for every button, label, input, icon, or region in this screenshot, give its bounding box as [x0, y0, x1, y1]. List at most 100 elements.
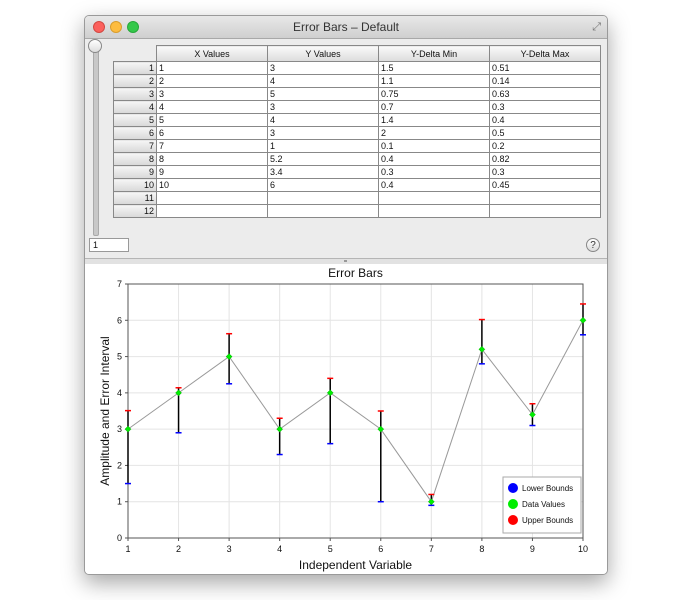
x-axis-label: Independent Variable [299, 558, 413, 572]
table-cell[interactable] [378, 191, 490, 205]
table-cell[interactable] [378, 204, 490, 218]
table-cell[interactable] [156, 204, 268, 218]
table-cell[interactable] [156, 191, 268, 205]
minimize-button[interactable] [110, 21, 122, 33]
table-cell[interactable]: 1.1 [378, 74, 490, 88]
legend-label: Upper Bounds [522, 516, 573, 525]
table-row: 12 [113, 204, 601, 218]
table-cell[interactable]: 2 [156, 74, 268, 88]
table-cell[interactable]: 1.5 [378, 61, 490, 75]
table-cell[interactable]: 0.5 [489, 126, 601, 140]
x-tick-label: 5 [328, 544, 333, 554]
table-cell[interactable]: 3 [267, 61, 379, 75]
row-header[interactable]: 10 [113, 178, 157, 192]
table-cell[interactable]: 0.2 [489, 139, 601, 153]
y-tick-label: 0 [117, 533, 122, 543]
column-header[interactable]: Y-Delta Min [378, 45, 490, 62]
data-line [127, 320, 584, 503]
table-cell[interactable]: 0.51 [489, 61, 601, 75]
table-row: 3 3 5 0.75 0.63 [113, 87, 601, 101]
y-tick-label: 5 [117, 352, 122, 362]
x-tick-label: 4 [277, 544, 282, 554]
table-cell[interactable]: 4 [267, 74, 379, 88]
table-cell[interactable]: 0.75 [378, 87, 490, 101]
plot-panel: 1 2 3 4 5 6 7 8 9 10 0 1 2 3 4 5 6 7 Error Bars Independent… [85, 264, 607, 574]
row-header[interactable]: 1 [113, 61, 157, 75]
table-cell[interactable]: 4 [156, 100, 268, 114]
table-cell[interactable]: 0.1 [378, 139, 490, 153]
legend-marker [508, 515, 518, 525]
row-header[interactable]: 11 [113, 191, 157, 205]
table-cell[interactable]: 0.45 [489, 178, 601, 192]
table-cell[interactable]: 0.3 [378, 165, 490, 179]
table-cell[interactable]: 7 [156, 139, 268, 153]
table-cell[interactable]: 8 [156, 152, 268, 166]
legend-label: Lower Bounds [522, 484, 573, 493]
y-axis-label: Amplitude and Error Interval [98, 336, 112, 485]
table-cell[interactable] [489, 204, 601, 218]
table-row: 2 2 4 1.1 0.14 [113, 74, 601, 88]
zoom-button[interactable] [127, 21, 139, 33]
table-cell[interactable]: 0.63 [489, 87, 601, 101]
table-cell[interactable]: 3 [156, 87, 268, 101]
data-point [225, 353, 233, 360]
table-cell[interactable]: 6 [267, 178, 379, 192]
table-cell[interactable]: 10 [156, 178, 268, 192]
fullscreen-icon[interactable]: ⤢ [592, 21, 601, 33]
y-tick-label: 1 [117, 497, 122, 507]
table-cell[interactable]: 5 [156, 113, 268, 127]
row-header[interactable]: 4 [113, 100, 157, 114]
slider-knob[interactable] [88, 39, 102, 53]
table-cell[interactable]: 0.3 [489, 165, 601, 179]
table-cell[interactable]: 0.4 [378, 178, 490, 192]
row-header[interactable]: 6 [113, 126, 157, 140]
table-cell[interactable]: 1 [156, 61, 268, 75]
title-bar: Error Bars – Default ⤢ [85, 16, 607, 39]
row-header[interactable]: 5 [113, 113, 157, 127]
table-cell[interactable]: 9 [156, 165, 268, 179]
table-cell[interactable]: 0.7 [378, 100, 490, 114]
table-cell[interactable]: 0.14 [489, 74, 601, 88]
table-cell[interactable]: 1 [267, 139, 379, 153]
table-row: 8 8 5.2 0.4 0.82 [113, 152, 601, 166]
divider-grip[interactable] [344, 260, 347, 262]
x-tick-label: 2 [176, 544, 181, 554]
column-header[interactable]: Y-Delta Max [489, 45, 601, 62]
table-row: 11 [113, 191, 601, 205]
table-cell[interactable]: 5.2 [267, 152, 379, 166]
row-header[interactable]: 3 [113, 87, 157, 101]
table-cell[interactable] [489, 191, 601, 205]
table-row: 5 5 4 1.4 0.4 [113, 113, 601, 127]
table-cell[interactable] [267, 204, 379, 218]
y-tick-label: 2 [117, 460, 122, 470]
x-tick-label: 1 [125, 544, 130, 554]
row-header[interactable]: 2 [113, 74, 157, 88]
table-cell[interactable] [267, 191, 379, 205]
data-point [579, 316, 587, 324]
table-cell[interactable]: 0.82 [489, 152, 601, 166]
table-cell[interactable]: 4 [267, 113, 379, 127]
table-cell[interactable]: 0.4 [378, 152, 490, 166]
table-cell[interactable]: 6 [156, 126, 268, 140]
table-corner [114, 46, 157, 62]
table-cell[interactable]: 3 [267, 126, 379, 140]
data-point [377, 425, 385, 433]
close-button[interactable] [93, 21, 105, 33]
column-header[interactable]: X Values [156, 45, 268, 62]
row-header[interactable]: 12 [113, 204, 157, 218]
table-cell[interactable]: 3 [267, 100, 379, 114]
table-row: 6 6 3 2 0.5 [113, 126, 601, 140]
table-cell[interactable]: 5 [267, 87, 379, 101]
row-header[interactable]: 9 [113, 165, 157, 179]
row-number-field[interactable]: 1 [89, 238, 129, 252]
table-cell[interactable]: 3.4 [267, 165, 379, 179]
table-cell[interactable]: 0.3 [489, 100, 601, 114]
table-cell[interactable]: 2 [378, 126, 490, 140]
help-button[interactable]: ? [586, 238, 600, 252]
row-header[interactable]: 8 [113, 152, 157, 166]
row-header[interactable]: 7 [113, 139, 157, 153]
table-cell[interactable]: 0.4 [489, 113, 601, 127]
table-cell[interactable]: 1.4 [378, 113, 490, 127]
vertical-slider[interactable] [93, 46, 99, 236]
column-header[interactable]: Y Values [267, 45, 379, 62]
